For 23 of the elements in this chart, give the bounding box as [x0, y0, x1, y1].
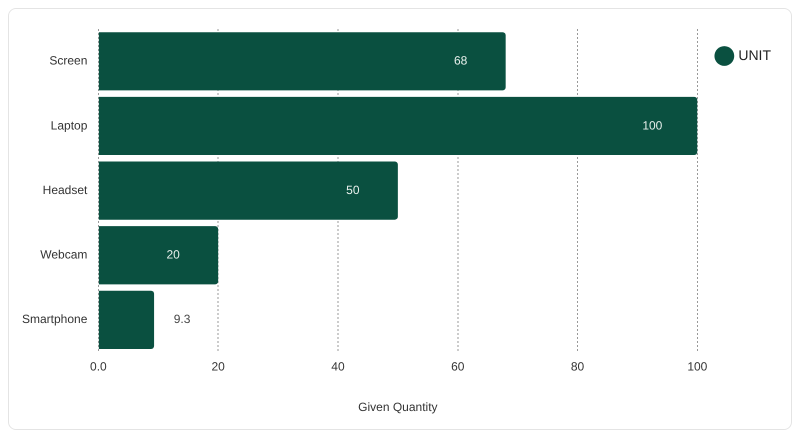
bar: [98, 162, 398, 220]
x-tick-label: 20: [211, 360, 226, 374]
bar: [98, 226, 218, 284]
data-label: 68: [454, 54, 468, 68]
y-tick-label: Laptop: [50, 118, 88, 132]
x-axis-title: Given Quantity: [358, 400, 438, 414]
bar: [98, 96, 698, 156]
y-tick-label: Webcam: [40, 248, 88, 262]
bar: [98, 32, 506, 90]
x-tick-label: 100: [687, 360, 708, 374]
y-tick-label: Headset: [42, 182, 88, 197]
y-tick-label: Smartphone: [22, 312, 88, 326]
legend-label: UNIT: [738, 46, 772, 63]
x-tick-label: 40: [331, 360, 345, 374]
bar: [98, 290, 154, 349]
x-tick-label: 60: [451, 360, 465, 374]
data-label: 20: [166, 248, 180, 262]
x-tick-label: 80: [570, 360, 585, 374]
data-label: 9.3: [174, 312, 191, 326]
x-tick-label: 0.0: [90, 360, 108, 374]
data-label: 50: [346, 182, 360, 197]
data-label: 100: [642, 118, 663, 132]
y-tick-label: Screen: [49, 54, 88, 68]
